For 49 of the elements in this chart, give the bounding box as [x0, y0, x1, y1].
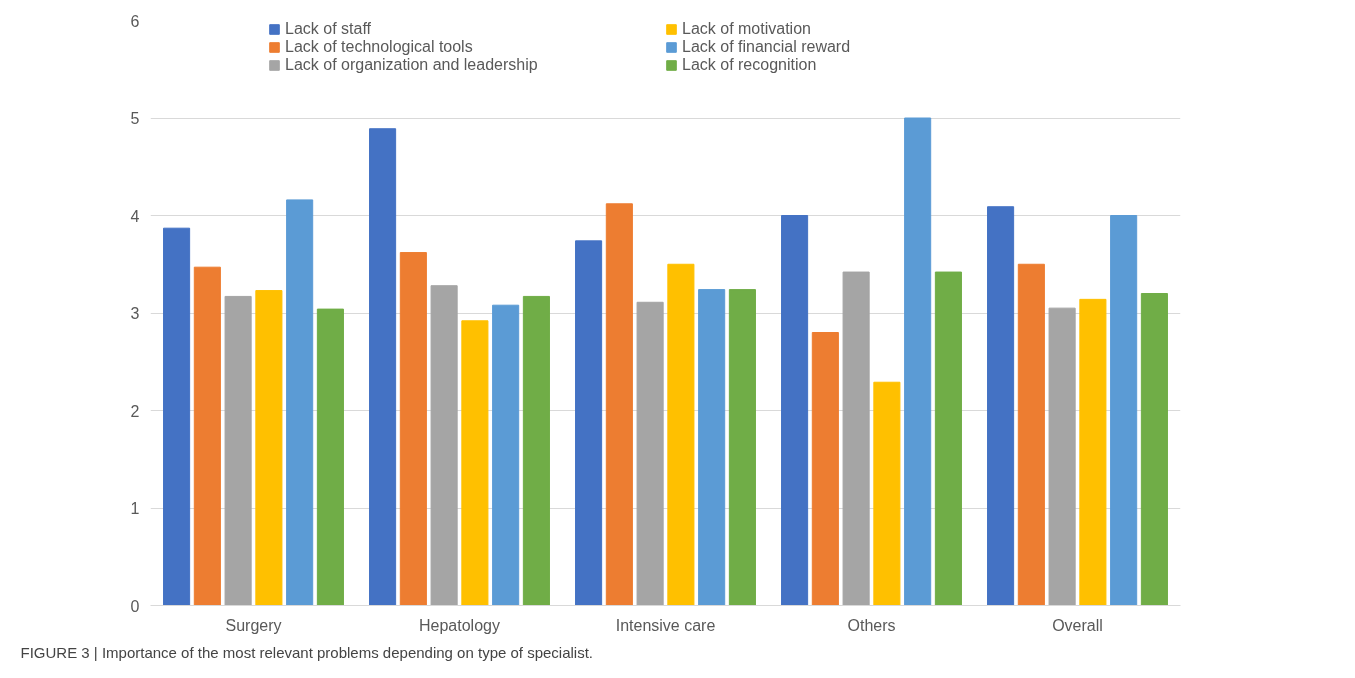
- bar: [1017, 263, 1045, 606]
- y-tick-label: 3: [130, 305, 140, 322]
- bar: [1140, 293, 1168, 606]
- legend-label: Lack of technological tools: [285, 38, 474, 56]
- y-tick-label: 0: [130, 597, 140, 615]
- bar: [492, 304, 520, 606]
- bar: [904, 117, 932, 606]
- bar: [873, 381, 901, 606]
- bar: [698, 289, 726, 606]
- bar: [255, 290, 283, 606]
- legend-label: Lack of staff: [285, 20, 372, 38]
- bar: [1110, 215, 1138, 606]
- legend-label: Lack of financial reward: [682, 38, 852, 56]
- bar: [728, 289, 756, 606]
- bar: [636, 301, 664, 606]
- bar: [399, 252, 427, 606]
- bar: [811, 332, 839, 606]
- legend-label: Lack of recognition: [682, 56, 818, 74]
- y-tick-label: 6: [130, 12, 140, 30]
- bar: [461, 320, 489, 606]
- bar: [163, 227, 191, 606]
- bar: [430, 285, 458, 606]
- caption: FIGURE 3 | Importance of the most relevant problems depending on type of specialist.: [20, 643, 594, 661]
- bar: [605, 203, 633, 606]
- x-tick-label: Hepatology: [419, 616, 500, 634]
- x-tick-label: Surgery: [225, 616, 282, 634]
- x-tick-label: Intensive care: [615, 616, 716, 634]
- bar: [1079, 298, 1107, 606]
- bar: [987, 206, 1015, 606]
- bar: [286, 199, 314, 606]
- bar: [575, 240, 603, 606]
- x-tick-label: Overall: [1052, 616, 1103, 634]
- y-tick-label: 4: [130, 207, 140, 225]
- bar: [1048, 307, 1076, 606]
- legend-label: Lack of motivation: [682, 20, 812, 38]
- bar: [522, 295, 550, 606]
- bar: [193, 266, 221, 606]
- bar: [224, 295, 252, 606]
- bar: [667, 263, 695, 606]
- bar: [316, 308, 344, 606]
- y-tick-label: 5: [130, 110, 140, 127]
- bar: [781, 215, 809, 606]
- legend-label: Lack of organization and leadership: [285, 56, 539, 74]
- bar: [934, 271, 962, 606]
- y-tick-label: 1: [130, 500, 140, 517]
- bar: [369, 128, 397, 606]
- x-tick-label: Others: [847, 616, 896, 634]
- bar: [842, 271, 870, 606]
- y-tick-label: 2: [130, 402, 140, 420]
